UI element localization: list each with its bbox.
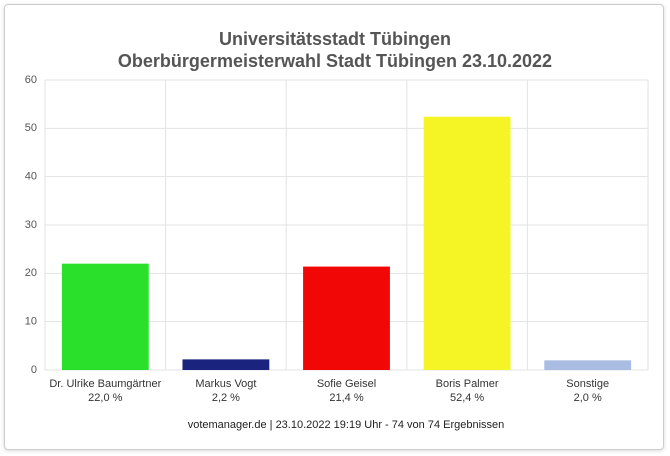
bar (303, 266, 390, 370)
value-label: 21,4 % (329, 392, 363, 404)
x-tick-label: Markus Vogt (195, 378, 256, 390)
chart-title: Universitätsstadt Tübingen (219, 29, 451, 49)
x-tick-label: Sonstige (566, 378, 609, 390)
value-label: 2,0 % (574, 392, 602, 404)
bar (182, 359, 270, 370)
y-tick-label: 30 (25, 219, 37, 231)
y-tick-label: 50 (25, 122, 37, 134)
bar (61, 263, 149, 370)
bar (423, 116, 511, 370)
x-tick-label: Sofie Geisel (317, 378, 376, 390)
chart-subtitle: Oberbürgermeisterwahl Stadt Tübingen 23.… (118, 51, 552, 71)
x-tick-label: Dr. Ulrike Baumgärtner (49, 378, 161, 390)
x-tick-label: Boris Palmer (436, 378, 499, 390)
y-tick-label: 10 (25, 316, 37, 328)
value-label: 2,2 % (212, 392, 240, 404)
value-label: 22,0 % (88, 392, 122, 404)
value-label: 52,4 % (450, 392, 484, 404)
bar (544, 360, 632, 370)
chart-card (4, 4, 664, 450)
footer: votemanager.de | 23.10.2022 19:19 Uhr - … (188, 419, 505, 431)
y-tick-label: 0 (31, 364, 37, 376)
y-tick-label: 20 (25, 267, 37, 279)
y-tick-label: 60 (25, 74, 37, 86)
y-tick-label: 40 (25, 171, 37, 183)
